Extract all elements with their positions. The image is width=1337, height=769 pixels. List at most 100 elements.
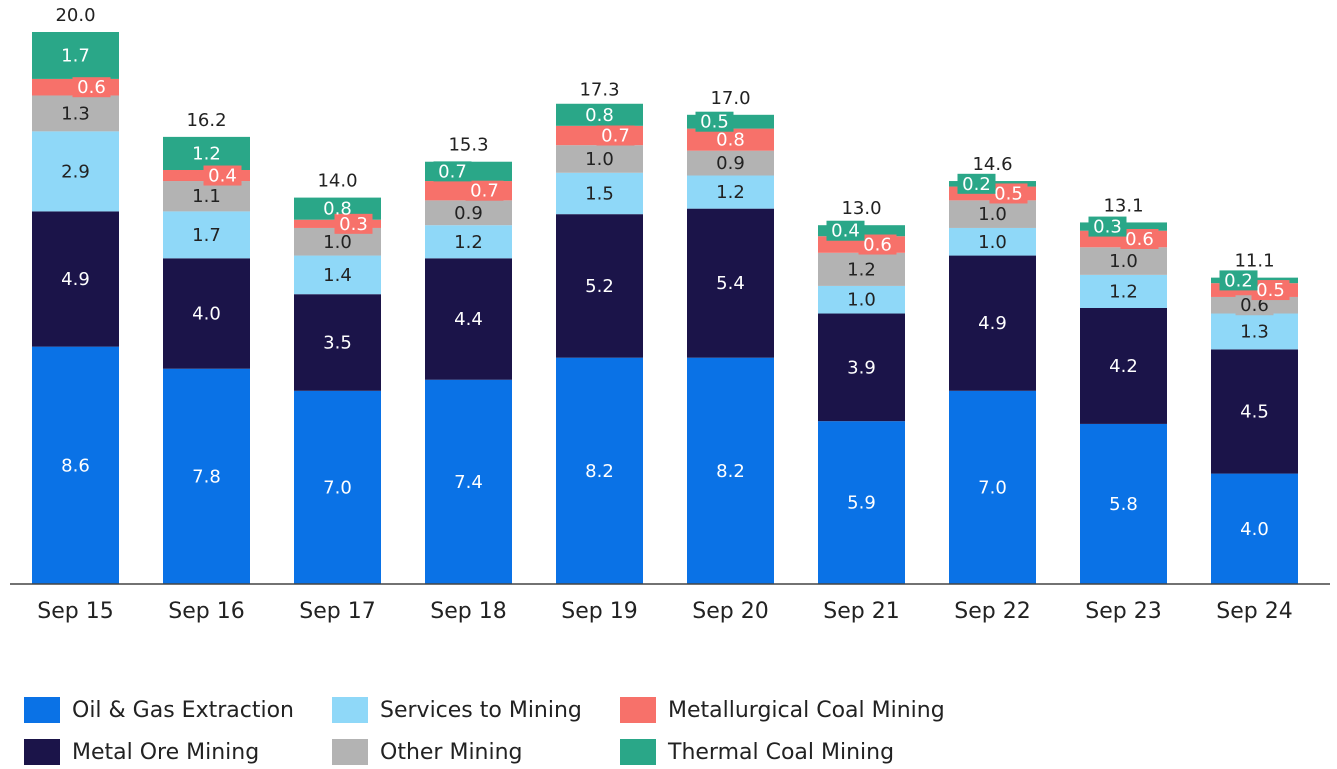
data-label: 0.6 <box>1125 229 1154 250</box>
data-label: 2.9 <box>61 161 90 182</box>
legend-label: Oil & Gas Extraction <box>72 698 294 723</box>
bar-segment <box>1080 247 1167 275</box>
label-box <box>1088 216 1127 237</box>
label-box <box>858 234 897 255</box>
legend-swatch <box>24 739 60 765</box>
data-label: 0.6 <box>1240 295 1269 316</box>
label-box <box>1120 229 1159 249</box>
data-label: 3.9 <box>847 357 876 378</box>
data-label: 4.9 <box>61 269 90 290</box>
data-label: 4.5 <box>1240 402 1269 423</box>
data-label: 7.8 <box>192 466 221 487</box>
legend-label: Other Mining <box>380 740 523 765</box>
label-box <box>1235 295 1274 316</box>
bar-segment <box>818 252 905 286</box>
data-label: 4.2 <box>1109 356 1138 377</box>
bar-segment <box>949 390 1036 584</box>
data-label: 0.2 <box>962 174 991 195</box>
data-label: 0.5 <box>700 112 729 133</box>
data-label: 0.5 <box>994 183 1023 204</box>
bar-segment <box>818 313 905 422</box>
bar-segment <box>425 258 512 380</box>
bar-segment <box>1080 308 1167 424</box>
total-label: 13.1 <box>1103 195 1143 216</box>
data-label: 1.2 <box>192 143 221 164</box>
bar-segment <box>949 255 1036 391</box>
x-tick-label: Sep 21 <box>823 599 899 624</box>
bar-segment <box>687 175 774 209</box>
data-label: 5.9 <box>847 493 876 514</box>
bar-segment <box>818 285 905 314</box>
data-label: 8.2 <box>585 461 614 482</box>
label-box <box>465 180 504 201</box>
data-label: 5.2 <box>585 276 614 297</box>
bar-segment <box>1080 274 1167 308</box>
label-box <box>433 161 472 182</box>
bar-segment <box>294 255 381 295</box>
data-label: 1.4 <box>323 265 352 286</box>
label-box <box>334 213 373 234</box>
data-label: 0.4 <box>208 166 237 187</box>
bar-segment <box>556 145 643 173</box>
data-label: 0.4 <box>831 221 860 242</box>
total-label: 13.0 <box>841 198 881 219</box>
data-label: 7.0 <box>323 477 352 498</box>
data-label: 0.6 <box>77 77 106 98</box>
bar-segment <box>687 208 774 358</box>
total-label: 16.2 <box>186 110 226 131</box>
data-label: 8.2 <box>716 461 745 482</box>
bar-segment <box>294 294 381 391</box>
data-label: 8.6 <box>61 455 90 476</box>
total-label: 14.0 <box>317 171 357 192</box>
data-label: 0.6 <box>863 235 892 256</box>
label-box <box>1251 280 1290 301</box>
total-label: 11.1 <box>1234 251 1274 272</box>
bar-segment <box>32 32 119 79</box>
label-box <box>695 111 734 132</box>
bar-segment <box>1211 473 1298 584</box>
bar-segment <box>556 357 643 584</box>
data-label: 1.2 <box>454 232 483 253</box>
bar-segment <box>425 200 512 226</box>
total-label: 15.3 <box>448 135 488 156</box>
bar-segment <box>949 227 1036 256</box>
data-label: 1.5 <box>585 183 614 204</box>
x-tick-label: Sep 18 <box>430 599 506 624</box>
x-tick-label: Sep 17 <box>299 599 375 624</box>
data-label: 0.2 <box>1224 270 1253 291</box>
bar-segment <box>556 172 643 215</box>
legend-swatch <box>620 739 656 765</box>
data-label: 5.8 <box>1109 494 1138 515</box>
bar-segment <box>687 357 774 584</box>
legend-swatch <box>620 697 656 723</box>
legend-swatch <box>332 697 368 723</box>
label-box <box>596 125 635 146</box>
bar-segment <box>32 211 119 347</box>
bar-segment <box>163 258 250 369</box>
legend-label: Metal Ore Mining <box>72 740 259 765</box>
data-label: 0.8 <box>323 199 352 220</box>
label-box <box>203 165 242 186</box>
data-label: 4.0 <box>192 304 221 325</box>
data-label: 0.7 <box>601 126 630 147</box>
bar-segment <box>818 421 905 584</box>
legend-swatch <box>332 739 368 765</box>
bar-segment <box>163 211 250 259</box>
data-label: 0.9 <box>454 203 483 224</box>
bar-segment <box>425 379 512 584</box>
data-label: 1.7 <box>192 225 221 246</box>
total-label: 17.3 <box>579 80 619 101</box>
data-label: 0.5 <box>1256 280 1285 301</box>
data-label: 1.7 <box>61 45 90 66</box>
label-box <box>72 77 111 98</box>
label-box <box>826 220 865 241</box>
bar-segment <box>163 181 250 212</box>
data-label: 4.4 <box>454 309 483 330</box>
legend-swatch <box>24 697 60 723</box>
bar-segment <box>556 214 643 358</box>
label-box <box>989 183 1028 204</box>
data-label: 0.8 <box>585 105 614 126</box>
data-label: 1.3 <box>1240 321 1269 342</box>
bar-segment <box>687 150 774 176</box>
